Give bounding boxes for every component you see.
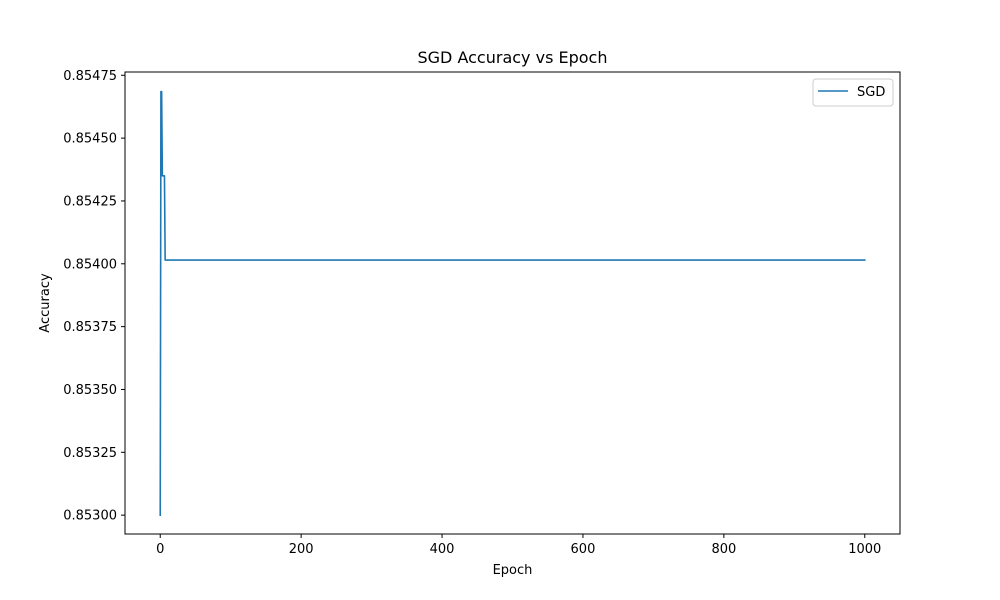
legend-box bbox=[812, 78, 894, 107]
y-tick-label: 0.85375 bbox=[63, 320, 117, 335]
y-tick-label: 0.85450 bbox=[63, 132, 117, 147]
x-tick-label: 1000 bbox=[848, 542, 881, 557]
x-axis-label: Epoch bbox=[493, 563, 533, 578]
plot-area-frame bbox=[124, 71, 901, 535]
x-tick-label: 200 bbox=[289, 542, 314, 557]
y-tick-label: 0.85425 bbox=[63, 194, 117, 209]
y-tick-label: 0.85400 bbox=[63, 257, 117, 272]
y-axis-label: Accuracy bbox=[38, 273, 53, 333]
x-tick-label: 800 bbox=[711, 542, 736, 557]
legend: SGD bbox=[812, 78, 894, 107]
legend-label-sgd: SGD bbox=[857, 85, 885, 100]
y-tick-label: 0.85475 bbox=[63, 69, 117, 84]
y-tick-label: 0.85300 bbox=[63, 509, 117, 524]
y-axis-ticks: 0.85300 0.85325 0.85350 0.85375 0.85400 0.854… bbox=[63, 69, 125, 524]
chart-title: SGD Accuracy vs Epoch bbox=[418, 48, 608, 67]
x-tick-label: 600 bbox=[571, 542, 596, 557]
series-layer bbox=[159, 90, 866, 516]
x-axis-ticks: 0 200 400 600 800 1000 bbox=[156, 534, 881, 557]
y-tick-label: 0.85350 bbox=[63, 383, 117, 398]
x-tick-label: 0 bbox=[156, 542, 164, 557]
y-tick-label: 0.85325 bbox=[63, 446, 117, 461]
x-tick-label: 400 bbox=[430, 542, 455, 557]
series-line-sgd bbox=[159, 90, 866, 516]
